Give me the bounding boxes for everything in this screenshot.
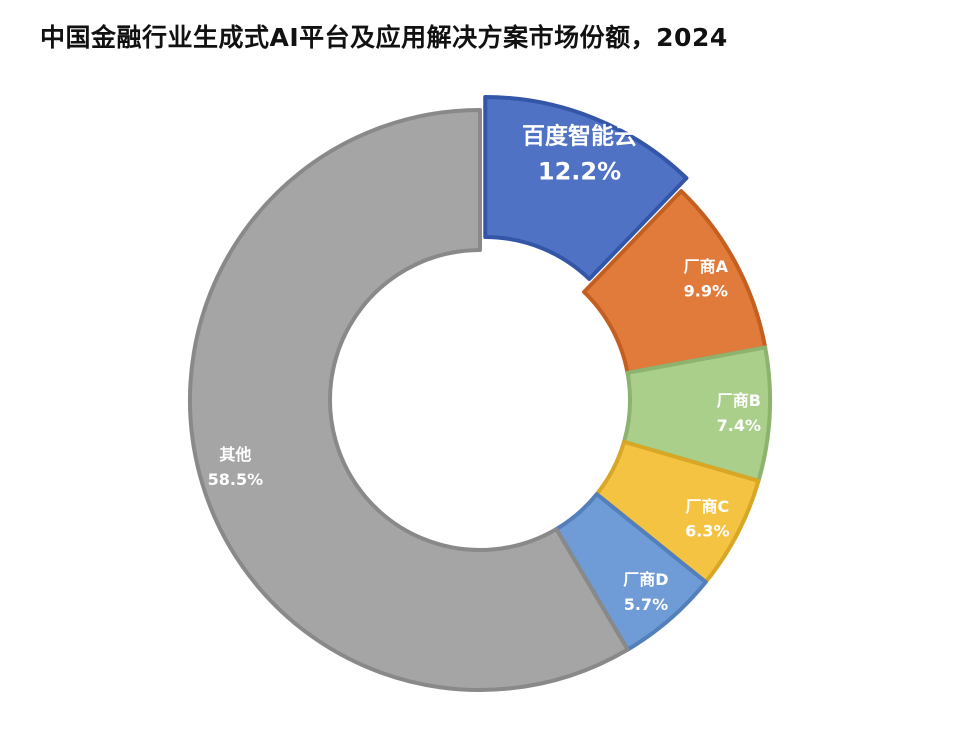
- donut-slices: [188, 95, 772, 692]
- slice-value-label: 6.3%: [685, 522, 729, 541]
- slice-category-label: 厂商D: [623, 570, 668, 589]
- slice-value-label: 7.4%: [717, 416, 761, 435]
- donut-slice-1: [483, 95, 689, 281]
- slice-value-label: 9.9%: [684, 282, 728, 301]
- slice-value-label: 5.7%: [624, 595, 668, 614]
- slice-category-label: 其他: [219, 445, 251, 464]
- slice-category-label: 厂商C: [685, 497, 729, 516]
- slice-value-label: 58.5%: [208, 470, 264, 489]
- donut-slice-6: [188, 108, 630, 692]
- slice-category-label: 厂商B: [717, 391, 761, 410]
- slice-value-label: 12.2%: [538, 157, 621, 185]
- chart-title: 中国金融行业生成式AI平台及应用解决方案市场份额，2024: [40, 23, 728, 52]
- slice-category-label: 百度智能云: [522, 122, 637, 149]
- slice-category-label: 厂商A: [684, 257, 729, 276]
- slice-labels: 百度智能云 12.2% 厂商A 9.9% 厂商B 7.4% 厂商C 6.3% 厂商D 5.7% 其他…: [208, 122, 761, 613]
